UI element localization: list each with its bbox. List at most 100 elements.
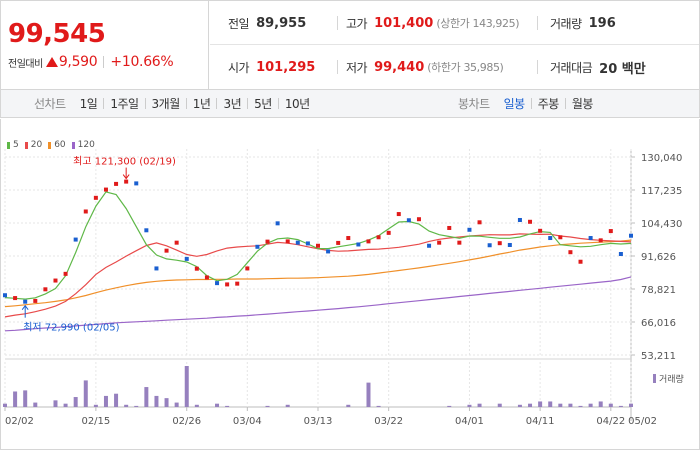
volume-bar bbox=[93, 404, 98, 407]
candle bbox=[225, 282, 230, 287]
quote-details: 전일 89,955 고가 101,400 (상한가 143,925) 거래량 1… bbox=[210, 1, 699, 89]
candle bbox=[517, 217, 522, 222]
candle-period-0[interactable]: 일봉 bbox=[503, 97, 526, 111]
candle bbox=[467, 227, 472, 232]
volume-bar bbox=[103, 395, 108, 407]
y-tick-label: 91,626 bbox=[641, 252, 676, 263]
candle bbox=[406, 218, 411, 223]
legend-label: 20 bbox=[30, 140, 43, 150]
candle bbox=[215, 281, 220, 286]
candle bbox=[538, 228, 543, 233]
legend-item-ma5: 5 bbox=[7, 140, 19, 150]
candle-chart-periods: 봉차트 일봉 주봉 월봉 bbox=[458, 90, 593, 117]
amount-value: 20 백만 bbox=[599, 61, 646, 77]
volume-bar bbox=[124, 404, 129, 407]
legend-item-ma20: 20 bbox=[24, 140, 43, 150]
volume-legend: 거래량 bbox=[653, 372, 684, 385]
divider bbox=[564, 98, 566, 109]
prev-close-label: 전일 bbox=[228, 16, 250, 31]
divider bbox=[337, 16, 338, 30]
line-period-5[interactable]: 5년 bbox=[254, 97, 272, 111]
min-arrow-head bbox=[21, 304, 29, 310]
divider bbox=[247, 98, 249, 109]
amount-label: 거래대금 bbox=[550, 60, 593, 75]
x-tick-label: 05/02 bbox=[628, 416, 657, 427]
candle bbox=[326, 249, 331, 254]
divider bbox=[103, 56, 105, 68]
line-period-0[interactable]: 1일 bbox=[79, 97, 98, 111]
candle bbox=[548, 236, 553, 241]
candle bbox=[124, 179, 129, 184]
line-period-1[interactable]: 1주일 bbox=[110, 97, 139, 111]
divider bbox=[277, 98, 279, 109]
candle bbox=[629, 233, 633, 238]
candle bbox=[376, 235, 381, 240]
candle-period-2[interactable]: 월봉 bbox=[571, 97, 594, 111]
candle bbox=[578, 259, 583, 264]
volume-bar bbox=[174, 402, 179, 407]
min-annotation: 최저 72,990 (02/05) bbox=[23, 322, 119, 334]
candle bbox=[103, 187, 108, 192]
candle bbox=[13, 296, 18, 301]
volume-bar bbox=[346, 404, 351, 407]
y-tick-label: 130,040 bbox=[641, 153, 682, 164]
volume-bar bbox=[53, 400, 58, 407]
lower-limit-label: 하한가 bbox=[431, 61, 461, 74]
volume-bar bbox=[144, 387, 149, 407]
candle bbox=[275, 221, 280, 226]
low-cell: 저가 99,440 (하한가 35,985) bbox=[346, 45, 504, 89]
volume-bar bbox=[447, 405, 452, 407]
volume-value: 196 bbox=[588, 15, 616, 31]
open-cell: 시가 101,295 bbox=[228, 45, 315, 89]
candle bbox=[346, 236, 351, 241]
x-tick-label: 03/13 bbox=[304, 416, 333, 427]
candle bbox=[83, 209, 88, 214]
legend-item-ma120: 120 bbox=[71, 140, 95, 150]
legend-item-ma60: 60 bbox=[48, 140, 66, 150]
line-period-4[interactable]: 3년 bbox=[223, 97, 242, 111]
stock-chart: 130,040 117,235 104,430 91,626 78,821 66,016 5… bbox=[0, 119, 700, 450]
candle bbox=[43, 287, 48, 292]
candle bbox=[598, 238, 603, 243]
ma120-line bbox=[4, 276, 632, 332]
candle bbox=[73, 237, 78, 242]
candle bbox=[447, 225, 452, 230]
change-value: 9,590 bbox=[58, 54, 98, 70]
volume-bar bbox=[265, 405, 270, 407]
candle bbox=[528, 219, 533, 224]
volume-bar bbox=[194, 404, 199, 407]
volume-bar bbox=[467, 404, 472, 407]
candle bbox=[154, 266, 159, 271]
candle bbox=[558, 235, 563, 240]
candle bbox=[608, 229, 613, 234]
candle bbox=[305, 241, 310, 246]
amount-cell: 거래대금 20 백만 bbox=[550, 45, 646, 89]
volume-bar bbox=[618, 405, 623, 407]
line-period-3[interactable]: 1년 bbox=[192, 97, 211, 111]
candle bbox=[194, 266, 199, 271]
candle bbox=[33, 298, 38, 303]
volume-label: 거래량 bbox=[550, 16, 582, 31]
lower-limit: (하한가 35,985) bbox=[427, 61, 504, 74]
volume-bar bbox=[517, 404, 522, 407]
x-tick-label: 02/26 bbox=[172, 416, 201, 427]
candle bbox=[507, 242, 512, 247]
divider bbox=[337, 60, 338, 74]
divider bbox=[103, 98, 105, 109]
volume-bar bbox=[73, 397, 78, 407]
volume-bar bbox=[33, 402, 38, 407]
candle bbox=[487, 243, 492, 248]
candle bbox=[588, 236, 593, 241]
quote-panel: 99,545 전일대비 9,590 +10.66% 전일 89,955 고가 1… bbox=[0, 0, 700, 90]
line-period-6[interactable]: 10년 bbox=[284, 97, 310, 111]
candle-period-1[interactable]: 주봉 bbox=[537, 97, 560, 111]
volume-bar bbox=[629, 403, 633, 407]
chart-toolbar: 선차트 1일 1주일 3개월 1년 3년 5년 10년 봉차트 일봉 주봉 월봉 bbox=[0, 90, 700, 118]
x-tick-label: 03/04 bbox=[233, 416, 262, 427]
divider bbox=[144, 98, 146, 109]
line-period-2[interactable]: 3개월 bbox=[151, 97, 181, 111]
volume-cell: 거래량 196 bbox=[550, 1, 616, 45]
prev-close-value: 89,955 bbox=[256, 15, 307, 31]
volume-bar bbox=[83, 380, 88, 407]
change-row: 전일대비 9,590 +10.66% bbox=[8, 54, 174, 70]
